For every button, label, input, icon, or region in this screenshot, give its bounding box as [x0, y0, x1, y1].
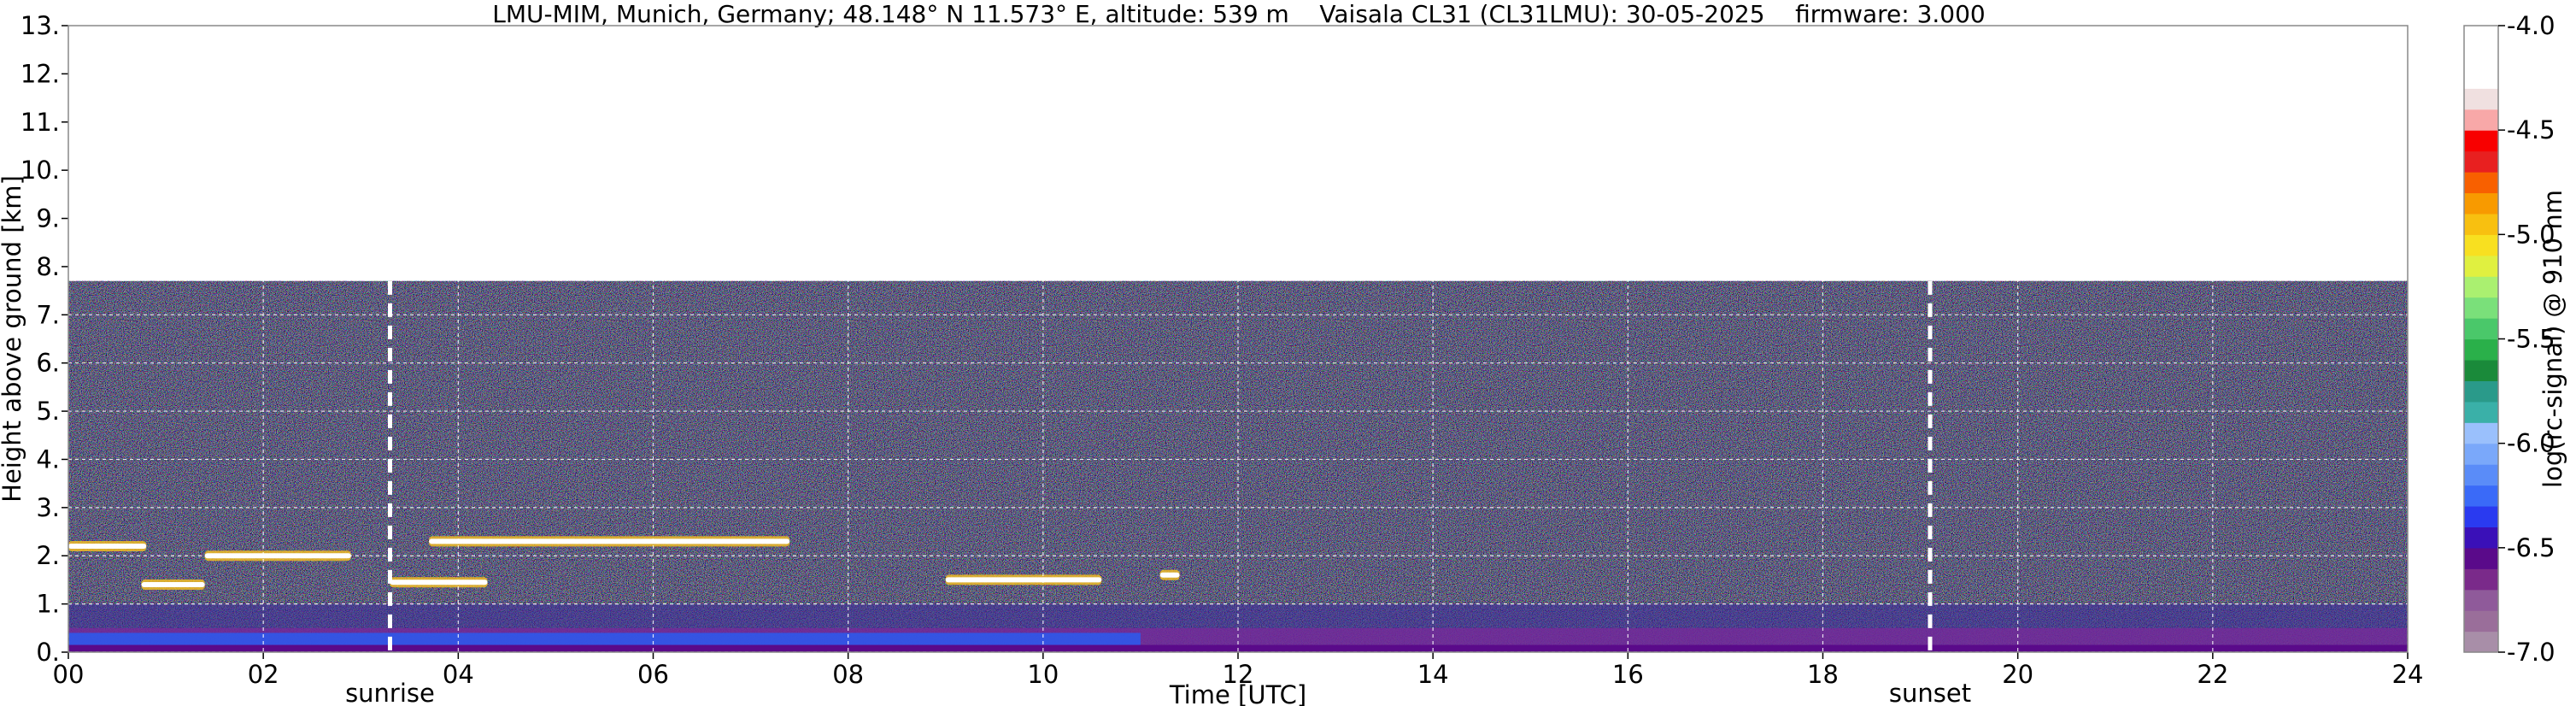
- cloud-layer-core-6: [1159, 572, 1180, 578]
- colorbar-bin: [2464, 46, 2498, 68]
- x-tick-label: 00: [53, 660, 85, 689]
- colorbar-bin: [2464, 380, 2498, 403]
- y-tick-label: 0.: [36, 638, 60, 667]
- sunrise-label: sunrise: [345, 679, 435, 706]
- x-tick-label: 14: [1417, 660, 1449, 689]
- colorbar-bin: [2464, 422, 2498, 444]
- y-tick-label: 2.: [36, 541, 60, 570]
- plot-area: [67, 25, 2409, 653]
- x-tick-label: 16: [1612, 660, 1644, 689]
- colorbar-bin: [2464, 172, 2498, 194]
- y-tick-label: 12.: [21, 59, 60, 88]
- x-tick-label: 06: [637, 660, 669, 689]
- y-tick-label: 8.: [36, 252, 60, 281]
- colorbar-bin: [2464, 631, 2498, 653]
- x-tick-label: 22: [2197, 660, 2228, 689]
- colorbar-tick-label: -5.0: [2507, 220, 2555, 249]
- colorbar-bin: [2464, 547, 2498, 569]
- colorbar-label: log(rc-signal) @ 910 nm: [2538, 190, 2567, 488]
- y-tick-label: 9.: [36, 204, 60, 233]
- colorbar-bin: [2464, 464, 2498, 486]
- colorbar-bin: [2464, 150, 2498, 173]
- cloud-layer-core-2: [204, 553, 351, 559]
- y-tick-label: 1.: [36, 590, 60, 619]
- cloud-layer-core-3: [390, 580, 488, 585]
- colorbar-bin: [2464, 26, 2498, 48]
- colorbar-bin: [2464, 527, 2498, 549]
- colorbar-bin: [2464, 234, 2498, 256]
- x-tick-label: 18: [1807, 660, 1839, 689]
- cloud-layer-core-1: [141, 582, 205, 588]
- axes: 00 02 04 06 08 10 12 14 16 18 20 22 24 0. 1. 2. 3. 4. 5. 6.…: [0, 11, 2423, 706]
- plot-frame: [67, 25, 2409, 653]
- y-tick-label: 7.: [36, 300, 60, 329]
- colorbar-bin: [2464, 276, 2498, 298]
- y-tick-label: 11.: [21, 108, 60, 137]
- colorbar-bin: [2464, 338, 2498, 361]
- y-tick-label: 5.: [36, 397, 60, 426]
- y-tick-label: 6.: [36, 349, 60, 378]
- x-tick-label: 10: [1027, 660, 1059, 689]
- colorbar-bin: [2464, 109, 2498, 131]
- colorbar-tick-label: -6.5: [2507, 533, 2555, 562]
- colorbar-bin: [2464, 401, 2498, 423]
- y-tick-label: 4.: [36, 444, 60, 474]
- colorbar-bin: [2464, 192, 2498, 215]
- colorbar-tick-label: -5.5: [2507, 325, 2555, 354]
- cloud-layer-core-0: [68, 543, 147, 549]
- x-tick-label: 12: [1223, 660, 1254, 689]
- colorbar-tick-label: -4.5: [2507, 115, 2555, 144]
- x-axis-label: Time [UTC]: [1169, 680, 1306, 706]
- colorbar-bin: [2464, 67, 2498, 89]
- y-tick-label: 3.: [36, 493, 60, 522]
- colorbar-bin: [2464, 485, 2498, 507]
- colorbar-bin: [2464, 213, 2498, 235]
- y-axis-label: Height above ground [km]: [0, 175, 26, 503]
- colorbar-bin: [2464, 88, 2498, 110]
- y-tick-label: 13.: [21, 11, 60, 40]
- colorbar-tick-label: -6.0: [2507, 429, 2555, 458]
- x-tick-label: 02: [248, 660, 279, 689]
- colorbar-bin: [2464, 359, 2498, 381]
- colorbar-bin: [2464, 610, 2498, 632]
- colorbar-bin: [2464, 589, 2498, 611]
- x-tick-label: 08: [832, 660, 864, 689]
- colorbar-tick-label: -4.0: [2507, 11, 2555, 40]
- colorbar-bin: [2464, 297, 2498, 319]
- cloud-layer-core-5: [945, 577, 1102, 583]
- colorbar-bin: [2464, 130, 2498, 152]
- x-tick-label: 24: [2392, 660, 2424, 689]
- cloud-layer-core-4: [429, 538, 790, 544]
- colorbar-bin: [2464, 568, 2498, 591]
- colorbar-bin: [2464, 318, 2498, 340]
- y-tick-label: 10.: [21, 156, 60, 185]
- colorbar-bin: [2464, 255, 2498, 277]
- colorbar: -4.0 -4.5 -5.0 -5.5 -6.0 -6.5 -7.0 log(rc-signa…: [2463, 11, 2567, 667]
- colorbar-tick-label: -7.0: [2507, 638, 2555, 667]
- x-tick-label: 04: [443, 660, 474, 689]
- sunset-label: sunset: [1889, 679, 1971, 706]
- colorbar-bin: [2464, 443, 2498, 465]
- chart-title: LMU-MIM, Munich, Germany; 48.148° N 11.5…: [492, 0, 1986, 28]
- x-tick-label: 20: [2002, 660, 2033, 689]
- colorbar-bin: [2464, 505, 2498, 527]
